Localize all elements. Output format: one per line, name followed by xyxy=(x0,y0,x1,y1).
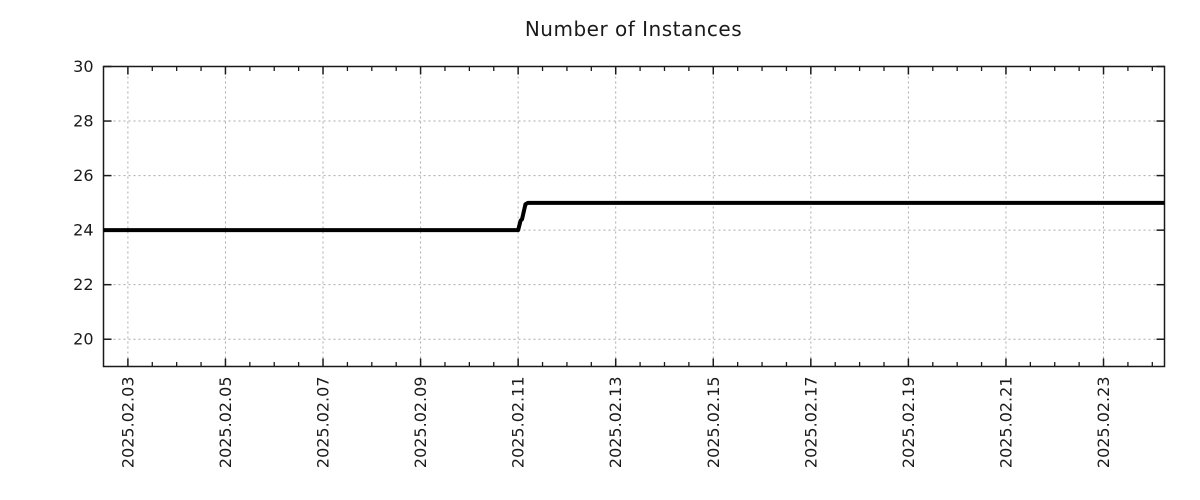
y-tick-label: 24 xyxy=(73,221,93,240)
plot-border xyxy=(102,65,1166,368)
y-tick-label: 30 xyxy=(73,57,93,76)
x-tick-label: 2025.02.03 xyxy=(118,377,137,469)
x-tick-label: 2025.02.19 xyxy=(899,377,918,469)
y-tick-label: 28 xyxy=(73,112,93,131)
y-tick-label: 20 xyxy=(73,330,93,349)
x-tick-label: 2025.02.17 xyxy=(801,377,820,469)
y-tick-label: 26 xyxy=(73,166,93,185)
x-tick-label: 2025.02.05 xyxy=(216,377,235,469)
x-tick-label: 2025.02.21 xyxy=(996,376,1015,468)
series-line-instances xyxy=(103,200,1165,233)
x-tick-label: 2025.02.11 xyxy=(509,377,528,469)
y-tick-label: 22 xyxy=(73,275,93,294)
x-tick-label: 2025.02.07 xyxy=(314,377,333,469)
x-tick-label: 2025.02.09 xyxy=(411,376,430,468)
x-tick-label: 2025.02.13 xyxy=(606,377,625,469)
x-tick-label: 2025.02.23 xyxy=(1094,377,1113,469)
x-tick-label: 2025.02.15 xyxy=(704,377,723,469)
chart-title: Number of Instances xyxy=(524,17,743,41)
